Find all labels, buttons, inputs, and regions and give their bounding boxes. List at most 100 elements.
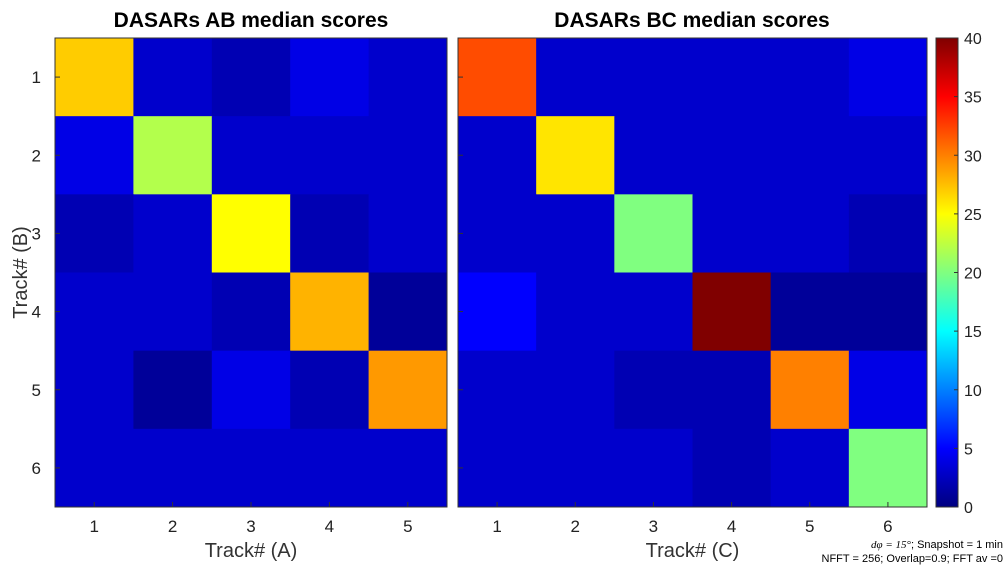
heatmap-cell-bc-r1-c2 [536,38,615,117]
heatmap-cell-bc-r4-c3 [614,272,693,352]
heatmap-cell-bc-r3-c1 [458,194,537,273]
footnote: dφ = 15°; Snapshot = 1 min NFFT = 256; O… [783,538,1003,566]
x-tick-label-ab-1: 1 [89,517,98,536]
heatmap-cell-bc-r5-c4 [692,350,772,430]
heatmap-cell-ab-r2-c5 [368,116,448,195]
x-tick-label-ab-4: 4 [325,517,334,536]
heatmap-cell-bc-r1-c3 [614,38,693,117]
heatmap-cell-bc-r2-c4 [692,116,772,195]
heatmap-cell-ab-r6-c2 [133,428,213,508]
colorbar-tick-label-15: 15 [964,324,982,341]
heatmap-cell-ab-r4-c2 [133,272,213,352]
heatmap-cell-ab-r1-c2 [133,38,213,117]
colorbar-tick-label-40: 40 [964,31,982,48]
heatmap-cell-bc-r6-c1 [458,428,537,508]
heatmap-cell-ab-r5-c1 [55,350,134,430]
heatmap-cell-ab-r2-c4 [290,116,370,195]
heatmap-cell-bc-r6-c3 [614,428,693,508]
heatmap-cell-ab-r5-c3 [211,350,291,430]
heatmap-cell-bc-r3-c6 [848,194,928,273]
heatmap-cell-bc-r4-c4 [692,272,772,352]
y-tick-label-ab-5: 5 [32,381,41,400]
x-tick-label-ab-5: 5 [403,517,412,536]
heatmap-cell-ab-r4-c5 [368,272,448,352]
colorbar-tick-label-35: 35 [964,90,982,107]
heatmap-cell-bc-r3-c5 [770,194,850,273]
heatmap-cell-ab-r2-c1 [55,116,134,195]
heatmap-cell-bc-r4-c1 [458,272,537,352]
heatmap-panel-ab: 1 2 3 4 5 1 2 3 4 5 6 DASARs AB median scores Track#… [10,9,448,562]
heatmap-cell-bc-r6-c4 [692,428,772,508]
heatmap-cell-ab-r6-c1 [55,428,134,508]
heatmap-panel-bc: 1 2 3 4 5 6 DASARs BC median scores Track# (C) [457,9,928,562]
x-tick-label-bc-1: 1 [492,517,501,536]
y-tick-label-ab-4: 4 [32,303,41,322]
y-tick-label-ab-3: 3 [32,224,41,243]
x-tick-label-ab-3: 3 [246,517,255,536]
heatmap-cell-bc-r6-c2 [536,428,615,508]
footnote-symbol: dφ = 15° [871,539,911,551]
colorbar-tick-label-30: 30 [964,148,982,165]
heatmap-cell-bc-r6-c5 [770,428,850,508]
heatmap-cell-bc-r4-c6 [848,272,928,352]
footnote-line-1-rest: ; Snapshot = 1 min [910,539,1003,551]
colorbar-tick-label-10: 10 [964,383,982,400]
y-tick-label-ab-6: 6 [32,459,41,478]
x-axis-label-bc: Track# (C) [646,540,740,562]
heatmap-cell-ab-r6-c3 [211,428,291,508]
heatmap-cell-bc-r5-c5 [770,350,850,430]
heatmap-cell-bc-r2-c6 [848,116,928,195]
heatmap-cell-bc-r1-c4 [692,38,772,117]
heatmap-cell-ab-r3-c2 [133,194,213,273]
heatmap-cell-ab-r2-c2 [133,116,213,195]
heatmap-cell-bc-r5-c3 [614,350,693,430]
x-tick-label-bc-5: 5 [805,517,814,536]
heatmap-cell-ab-r5-c2 [133,350,213,430]
heatmap-cell-bc-r1-c6 [848,38,928,117]
heatmap-cell-bc-r3-c4 [692,194,772,273]
x-tick-label-ab-2: 2 [168,517,177,536]
heatmap-cell-bc-r6-c6 [848,428,928,508]
y-tick-label-ab-1: 1 [32,68,41,87]
heatmap-cell-ab-r3-c3 [211,194,291,273]
heatmap-cell-ab-r3-c5 [368,194,448,273]
x-tick-label-bc-2: 2 [571,517,580,536]
heatmap-cell-bc-r2-c3 [614,116,693,195]
footnote-line-2: NFFT = 256; Overlap=0.9; FFT av =0 [821,553,1003,565]
colorbar-tick-label-25: 25 [964,207,982,224]
heatmap-cell-ab-r6-c4 [290,428,370,508]
heatmap-cell-bc-r5-c6 [848,350,928,430]
heatmap-cell-ab-r1-c5 [368,38,448,117]
heatmap-cell-bc-r5-c1 [458,350,537,430]
colorbar-tick-label-0: 0 [964,500,973,517]
x-tick-label-bc-4: 4 [727,517,736,536]
colorbar: 0 5 10 15 20 25 30 35 40 [935,31,982,517]
heatmap-cell-ab-r1-c3 [211,38,291,117]
y-axis-label-ab: Track# (B) [10,226,32,319]
chart-title-bc: DASARs BC median scores [554,9,829,32]
heatmap-cell-bc-r3-c3 [614,194,693,273]
heatmap-cell-bc-r4-c5 [770,272,850,352]
plot-frame-bc [457,37,928,508]
heatmap-cell-bc-r2-c2 [536,116,615,195]
heatmap-cell-ab-r2-c3 [211,116,291,195]
heatmap-cell-bc-r5-c2 [536,350,615,430]
heatmap-cell-ab-r6-c5 [368,428,448,508]
colorbar-tick-label-5: 5 [964,441,973,458]
heatmap-cell-ab-r4-c1 [55,272,134,352]
heatmap-cell-ab-r4-c3 [211,272,291,352]
x-axis-label-ab: Track# (A) [205,540,298,562]
y-tick-label-ab-2: 2 [32,146,41,165]
heatmap-cell-bc-r4-c2 [536,272,615,352]
heatmap-cell-ab-r1-c1 [55,38,134,117]
x-tick-label-bc-6: 6 [883,517,892,536]
x-tick-label-bc-3: 3 [649,517,658,536]
heatmap-cell-ab-r5-c5 [368,350,448,430]
chart-title-ab: DASARs AB median scores [114,9,389,32]
heatmap-cell-ab-r4-c4 [290,272,370,352]
heatmap-cell-bc-r2-c1 [458,116,537,195]
heatmap-cell-ab-r1-c4 [290,38,370,117]
heatmap-cell-bc-r2-c5 [770,116,850,195]
heatmap-cell-bc-r3-c2 [536,194,615,273]
colorbar-tick-label-20: 20 [964,266,982,283]
